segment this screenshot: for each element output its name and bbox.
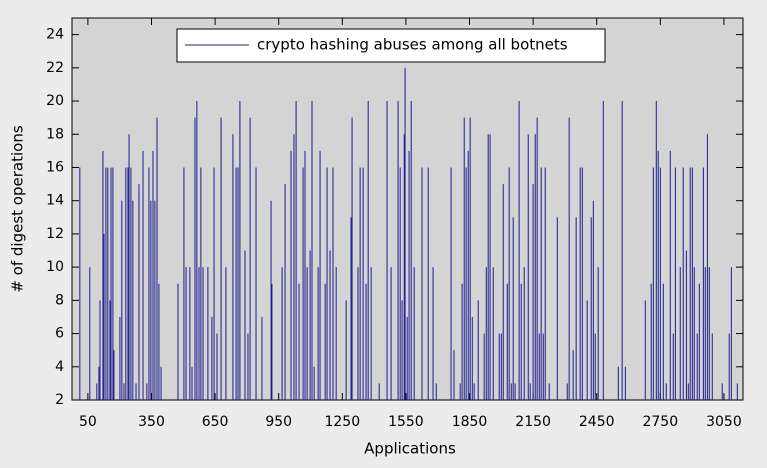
y-tick-label: 12 — [46, 226, 64, 242]
y-tick-label: 10 — [46, 259, 64, 275]
x-tick-label: 950 — [265, 414, 292, 430]
legend-label: crypto hashing abuses among all botnets — [257, 36, 568, 54]
x-axis-label: Applications — [364, 440, 456, 458]
y-tick-label: 22 — [46, 60, 64, 76]
y-tick-label: 24 — [46, 27, 64, 43]
y-tick-label: 4 — [55, 359, 64, 375]
x-tick-label: 2450 — [579, 414, 615, 430]
x-tick-label: 1850 — [452, 414, 488, 430]
x-tick-label: 1250 — [324, 414, 360, 430]
x-tick-label: 650 — [202, 414, 229, 430]
y-axis-label: # of digest operations — [9, 125, 27, 292]
x-tick-label: 3050 — [706, 414, 742, 430]
y-tick-label: 8 — [55, 292, 64, 308]
y-tick-label: 2 — [55, 392, 64, 408]
x-tick-label: 1550 — [388, 414, 424, 430]
y-tick-label: 6 — [55, 326, 64, 342]
x-tick-label: 50 — [79, 414, 97, 430]
y-tick-label: 20 — [46, 93, 64, 109]
x-tick-label: 2150 — [515, 414, 551, 430]
y-tick-label: 16 — [46, 159, 64, 175]
x-tick-label: 350 — [138, 414, 165, 430]
y-tick-label: 14 — [46, 193, 64, 209]
x-tick-label: 2750 — [642, 414, 678, 430]
y-tick-label: 18 — [46, 126, 64, 142]
